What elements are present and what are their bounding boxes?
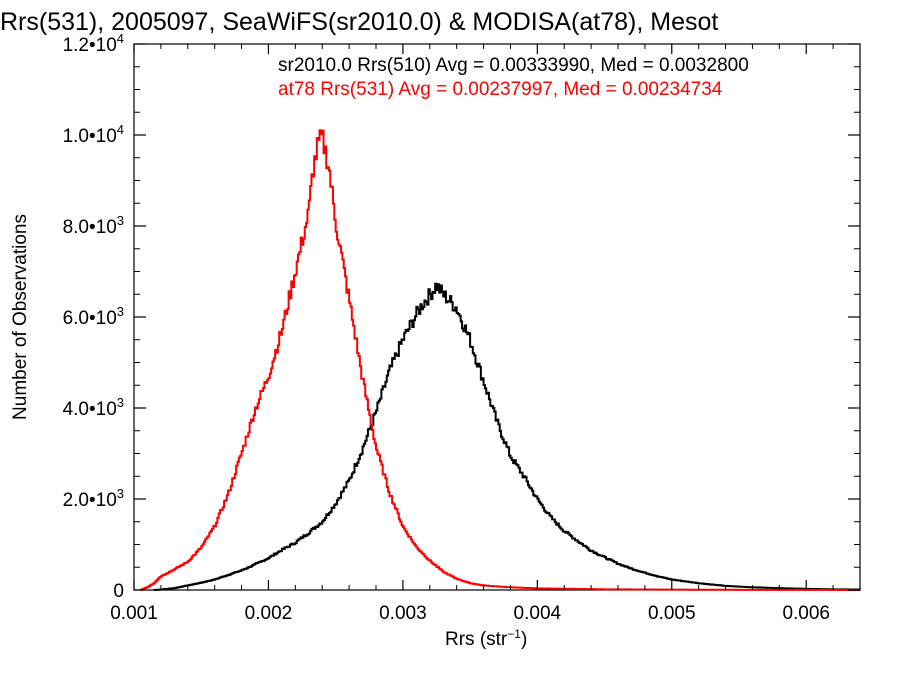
y-tick-label-0: 0 xyxy=(113,581,124,602)
x-tick-label-4: 0.005 xyxy=(648,603,696,624)
legend-annotation-sr2010: sr2010.0 Rrs(510) Avg = 0.00333990, Med … xyxy=(278,55,749,76)
x-axis-label: Rrs (str−1) xyxy=(445,627,527,650)
plot-area: 0.001 0.002 0.003 0.004 0.005 0.006 0 2.0•103 4… xyxy=(63,31,861,624)
legend-annotation-at78: at78 Rrs(531) Avg = 0.00237997, Med = 0.… xyxy=(278,79,723,100)
histogram-series-0 xyxy=(153,282,861,591)
histogram-series-1 xyxy=(139,129,860,591)
y-tick-label-6: 1.2•104 xyxy=(63,31,124,56)
x-axis-ticks: 0.001 0.002 0.003 0.004 0.005 0.006 xyxy=(110,44,861,624)
x-tick-label-5: 0.006 xyxy=(782,603,830,624)
x-axis-label-sup: −1 xyxy=(507,627,521,641)
x-tick-label-0: 0.001 xyxy=(110,603,158,624)
y-axis-ticks: 0 2.0•103 4.0•103 6.0•103 8.0•103 1.0•104 1.2•… xyxy=(63,31,860,602)
y-tick-label-2: 4.0•103 xyxy=(63,395,124,420)
y-tick-label-1: 2.0•103 xyxy=(63,486,124,511)
y-tick-label-3: 6.0•103 xyxy=(63,304,124,329)
x-tick-label-2: 0.003 xyxy=(379,603,427,624)
chart-title: Rrs(531), 2005097, SeaWiFS(sr2010.0) & M… xyxy=(0,8,718,36)
y-tick-label-5: 1.0•104 xyxy=(63,122,124,147)
x-tick-label-3: 0.004 xyxy=(514,603,562,624)
series-layer xyxy=(139,129,861,591)
x-axis-label-text: Rrs (str xyxy=(445,629,508,650)
y-tick-label-4: 8.0•103 xyxy=(63,213,124,238)
x-tick-label-1: 0.002 xyxy=(245,603,293,624)
y-axis-label: Number of Observations xyxy=(10,214,31,420)
x-axis-label-tail: ) xyxy=(521,629,527,650)
